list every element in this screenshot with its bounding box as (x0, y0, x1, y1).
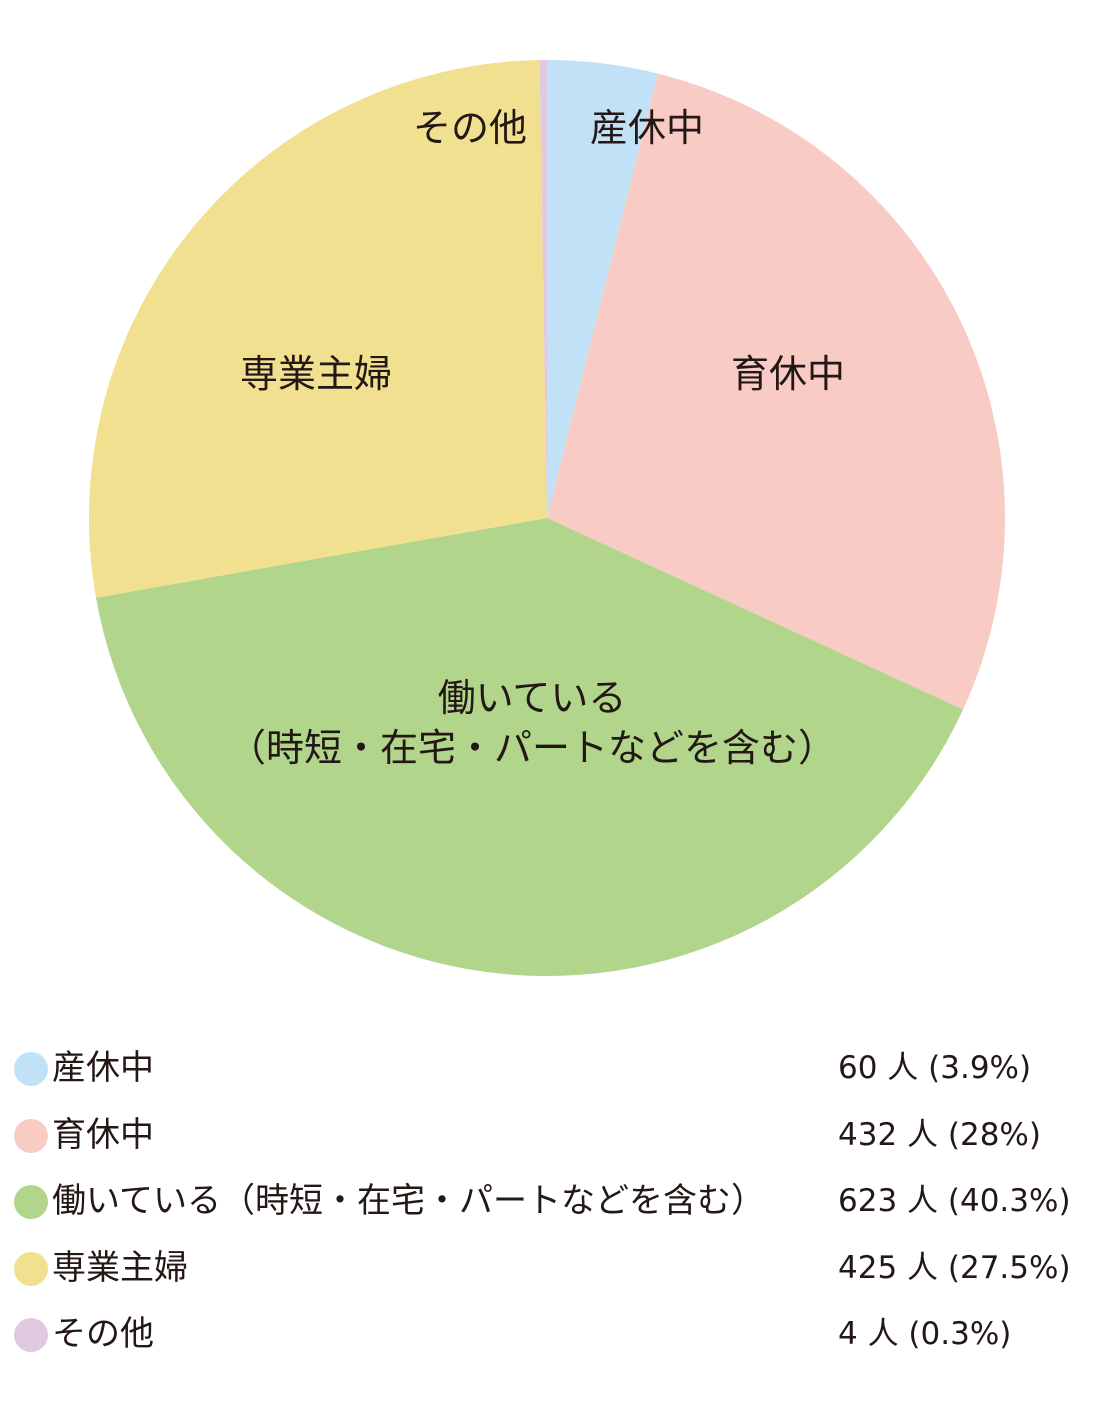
legend-label-working: 働いている（時短・在宅・パートなどを含む） (52, 1181, 765, 1221)
pie-label-housewife: 専業主婦 (240, 352, 392, 396)
legend-label-maternity-leave: 産休中 (52, 1048, 154, 1088)
legend-value-housewife: 425 人 (27.5%) (838, 1249, 1071, 1286)
pie-label-working: 働いている（時短・在宅・パートなどを含む） (228, 676, 836, 770)
pie-slice-childcare-leave (547, 73, 1006, 710)
legend-swatch-childcare-leave (14, 1118, 48, 1153)
legend-swatch-other (14, 1318, 48, 1352)
pie-slice-working (95, 518, 964, 977)
pie-label-other: その他 (413, 106, 527, 150)
legend-label-childcare-leave: 育休中 (52, 1114, 154, 1155)
legend-row-childcare-leave: 育休中 432 人 (28%) (14, 1109, 1084, 1176)
legend-row-working: 働いている（時短・在宅・パートなどを含む） 623 人 (40.3%) (14, 1175, 1084, 1242)
pie-slice-housewife (88, 60, 547, 598)
legend-label-housewife: 専業主婦 (52, 1247, 188, 1288)
pie-label-maternity-leave: 産休中 (590, 106, 704, 150)
legend-value-maternity-leave: 60 人 (3.9%) (838, 1050, 1032, 1086)
pie-slice-other (539, 60, 547, 518)
legend-row-maternity-leave: 産休中 60 人 (3.9%) (14, 1042, 1084, 1109)
pie-slices (88, 59, 1006, 977)
legend-row-housewife: 専業主婦 425 人 (27.5%) (14, 1242, 1084, 1309)
legend-value-other: 4 人 (0.3%) (838, 1316, 1012, 1352)
legend-swatch-housewife (14, 1251, 48, 1286)
legend-value-working: 623 人 (40.3%) (838, 1183, 1071, 1219)
legend-swatch-working (14, 1185, 48, 1219)
legend-row-other: その他 4 人 (0.3%) (14, 1308, 1084, 1375)
legend-value-childcare-leave: 432 人 (28%) (838, 1116, 1041, 1153)
legend-label-other: その他 (52, 1314, 154, 1354)
legend-swatch-maternity-leave (14, 1052, 48, 1086)
legend: 産休中 60 人 (3.9%) 育休中 432 人 (28%) 働いている（時短… (14, 1042, 1084, 1375)
pie-slice-maternity-leave (547, 59, 658, 518)
pie-label-childcare-leave: 育休中 (731, 352, 845, 396)
